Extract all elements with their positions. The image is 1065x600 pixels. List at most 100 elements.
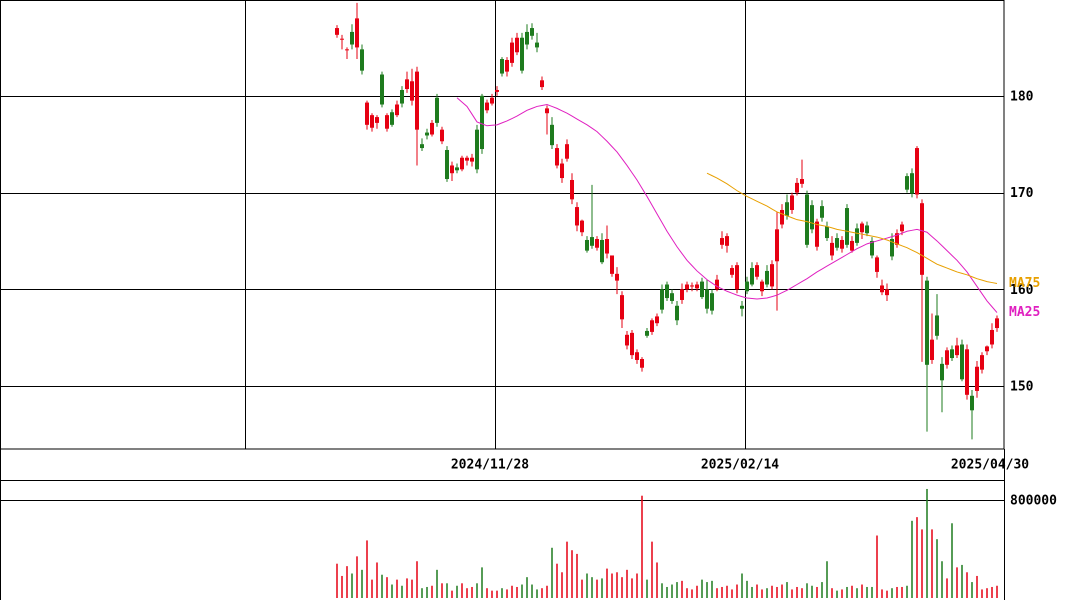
- volume-bar: [986, 588, 988, 598]
- volume-bar: [496, 590, 498, 598]
- candle-body: [830, 242, 834, 256]
- candle-body: [965, 349, 969, 395]
- volume-bar: [396, 579, 398, 598]
- volume-bar: [961, 564, 963, 598]
- volume-bar: [856, 588, 858, 598]
- volume-bar: [786, 582, 788, 598]
- candle-body: [490, 97, 494, 104]
- volume-bar: [981, 589, 983, 598]
- candle-body: [915, 148, 919, 195]
- y-tick-label: 180: [1010, 89, 1034, 104]
- volume-bar: [826, 561, 828, 598]
- candle-body: [850, 240, 854, 251]
- volume-bar: [446, 583, 448, 598]
- candle-body: [950, 349, 954, 359]
- volume-bar: [341, 575, 343, 598]
- volume-bar: [956, 567, 958, 598]
- volume-bar: [651, 541, 653, 598]
- candle-body: [575, 207, 579, 226]
- volume-bar: [351, 573, 353, 598]
- volume-bar: [946, 578, 948, 598]
- candle-body: [385, 115, 389, 129]
- candle-body: [985, 346, 989, 352]
- candle-body: [690, 285, 694, 287]
- candle-body: [580, 220, 584, 233]
- volume-bar: [416, 561, 418, 598]
- volume-bar: [711, 580, 713, 598]
- volume-bar: [811, 585, 813, 598]
- candle-body: [825, 226, 829, 239]
- candle-body: [375, 117, 379, 123]
- volume-bar: [791, 589, 793, 598]
- volume-bar: [696, 585, 698, 598]
- volume-bar: [666, 586, 668, 598]
- candle-body: [730, 268, 734, 275]
- candle-body: [785, 202, 789, 216]
- candle-body: [715, 279, 719, 290]
- candle-body: [855, 228, 859, 243]
- candle-body: [685, 284, 689, 290]
- candle-body: [445, 149, 449, 180]
- candle-body: [570, 179, 574, 200]
- candle-body: [345, 49, 349, 51]
- volume-bar: [726, 585, 728, 598]
- candle-body: [630, 332, 634, 356]
- volume-bar: [641, 495, 643, 598]
- volume-bar: [421, 588, 423, 598]
- volume-bar: [621, 577, 623, 598]
- candle-body: [845, 208, 849, 245]
- volume-bar: [596, 579, 598, 598]
- volume-bar: [646, 579, 648, 598]
- volume-bar: [716, 588, 718, 598]
- volume-bar: [591, 577, 593, 598]
- candle-body: [565, 144, 569, 159]
- candle-body: [645, 330, 649, 336]
- volume-bar: [881, 589, 883, 598]
- volume-bar: [371, 579, 373, 598]
- volume-bar: [376, 562, 378, 598]
- candle-body: [675, 305, 679, 321]
- candle-body: [615, 273, 619, 281]
- volume-bar: [851, 585, 853, 598]
- candle-body: [555, 148, 559, 166]
- candle-body: [405, 79, 409, 90]
- volume-bar: [581, 579, 583, 598]
- legend-label: MA75: [1009, 276, 1040, 291]
- volume-bar: [801, 588, 803, 598]
- volume-bar: [836, 590, 838, 598]
- volume-bar: [871, 586, 873, 598]
- volume-bar: [691, 589, 693, 598]
- candle-body: [760, 281, 764, 292]
- candle-body: [470, 157, 474, 162]
- volume-bar: [456, 585, 458, 598]
- volume-bar: [896, 586, 898, 598]
- candle-body: [455, 167, 459, 171]
- candle-body: [435, 97, 439, 123]
- volume-bar: [966, 572, 968, 598]
- candle-body: [790, 195, 794, 210]
- candle-body: [810, 205, 814, 230]
- candle-body: [655, 316, 659, 324]
- candle-body: [865, 225, 869, 234]
- candle-body: [900, 224, 904, 232]
- volume-bar: [491, 590, 493, 598]
- candle-body: [770, 264, 774, 287]
- candle-body: [970, 395, 974, 411]
- candle-body: [795, 182, 799, 193]
- volume-bar: [516, 586, 518, 598]
- candle-body: [720, 238, 724, 245]
- price-panel-frame: [0, 0, 1005, 450]
- candle-body: [595, 239, 599, 248]
- volume-bar: [686, 588, 688, 598]
- candle-body: [670, 293, 674, 301]
- candle-body: [960, 344, 964, 380]
- candle-body: [545, 108, 549, 114]
- candle-body: [990, 329, 994, 345]
- volume-bar: [636, 573, 638, 598]
- volume-bar: [746, 580, 748, 598]
- candle-body: [390, 112, 394, 125]
- candle-body: [520, 37, 524, 71]
- volume-bar: [761, 589, 763, 598]
- candle-body: [510, 42, 514, 63]
